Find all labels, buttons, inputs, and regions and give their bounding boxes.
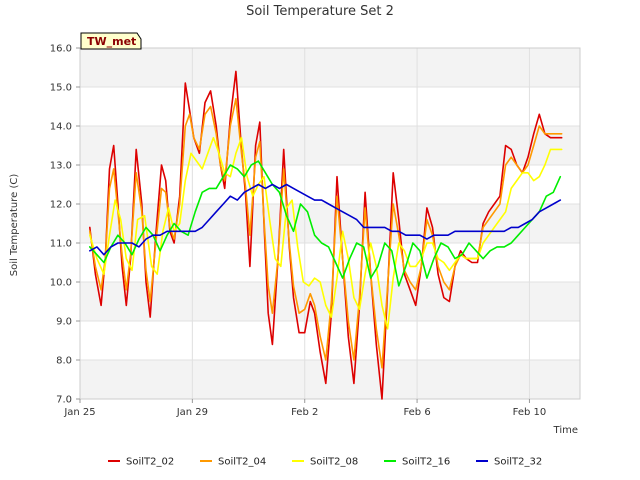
background-band bbox=[80, 126, 580, 165]
y-tick-labels: 7.0 8.0 9.0 10.0 11.0 12.0 13.0 14.0 15.0 16.0 bbox=[50, 44, 80, 406]
background-band bbox=[80, 48, 580, 87]
series-line-soilt2-16 bbox=[89, 160, 562, 287]
legend-entry: SoilT2_16 bbox=[402, 457, 450, 468]
y-tick-label: 16.0 bbox=[50, 44, 72, 55]
background-band bbox=[80, 87, 580, 126]
x-tick-labels: Jan 25 Jan 29 Feb 2 Feb 6 Feb 10 bbox=[63, 399, 546, 418]
series-lines bbox=[89, 70, 563, 400]
x-tick-label: Feb 6 bbox=[403, 407, 430, 418]
legend-entry: SoilT2_02 bbox=[126, 457, 174, 468]
axes bbox=[79, 47, 581, 400]
legend-entry: SoilT2_08 bbox=[310, 457, 358, 468]
legend: SoilT2_02 SoilT2_04 SoilT2_08 SoilT2_16 Soil… bbox=[108, 457, 542, 468]
y-tick-label: 12.0 bbox=[50, 200, 72, 211]
y-tick-label: 8.0 bbox=[56, 356, 72, 367]
x-tick-label: Jan 29 bbox=[176, 407, 208, 418]
y-tick-label: 9.0 bbox=[56, 317, 72, 328]
y-axis-label: Soil Temperature (C) bbox=[9, 174, 20, 277]
site-label-box: TW_met bbox=[80, 32, 142, 50]
series-line-soilt2-02 bbox=[89, 70, 563, 400]
legend-entry: SoilT2_04 bbox=[218, 457, 266, 468]
legend-entry: SoilT2_32 bbox=[494, 457, 542, 468]
y-tick-label: 11.0 bbox=[50, 239, 72, 250]
background-bands bbox=[80, 48, 580, 399]
series-line-soilt2-32 bbox=[89, 183, 562, 256]
site-label: TW_met bbox=[87, 35, 136, 48]
background-band bbox=[80, 360, 580, 399]
y-tick-label: 14.0 bbox=[50, 122, 72, 133]
series-line-soilt2-08 bbox=[89, 136, 563, 330]
site-label-background bbox=[80, 32, 142, 50]
y-tick-label: 15.0 bbox=[50, 83, 72, 94]
y-tick-label: 10.0 bbox=[50, 278, 72, 289]
x-axis-label: Time bbox=[553, 425, 578, 436]
chart-title: Soil Temperature Set 2 bbox=[246, 4, 394, 19]
x-tick-label: Jan 25 bbox=[63, 407, 95, 418]
y-tick-label: 7.0 bbox=[56, 395, 72, 406]
x-tick-label: Feb 10 bbox=[513, 407, 547, 418]
x-tick-label: Feb 2 bbox=[291, 407, 318, 418]
y-tick-label: 13.0 bbox=[50, 161, 72, 172]
plot-frame bbox=[79, 47, 581, 400]
